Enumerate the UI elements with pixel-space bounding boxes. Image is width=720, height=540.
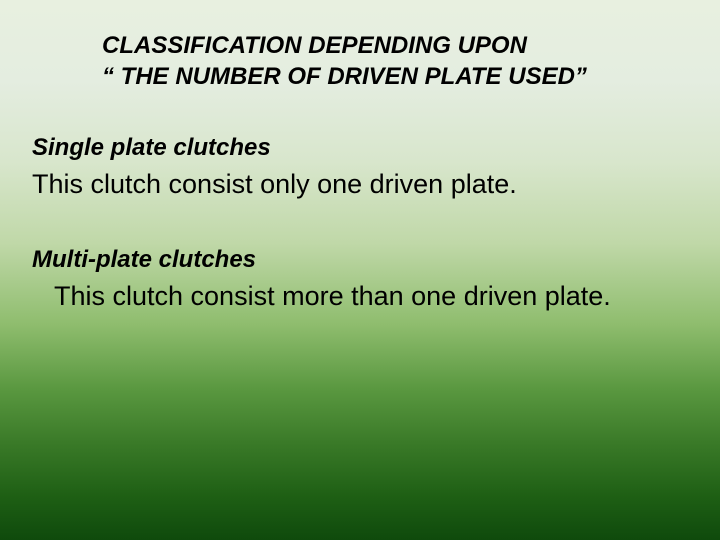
section-2-heading: Multi-plate clutches [32,246,688,274]
title-line-1: CLASSIFICATION DEPENDING UPON [102,30,688,61]
slide-container: CLASSIFICATION DEPENDING UPON “ THE NUMB… [0,0,720,540]
section-1-body: This clutch consist only one driven plat… [32,168,688,202]
title-block: CLASSIFICATION DEPENDING UPON “ THE NUMB… [102,30,688,92]
section-2-body: This clutch consist more than one driven… [32,280,688,314]
section-1-heading: Single plate clutches [32,134,688,162]
title-line-2: “ THE NUMBER OF DRIVEN PLATE USED” [102,61,688,92]
